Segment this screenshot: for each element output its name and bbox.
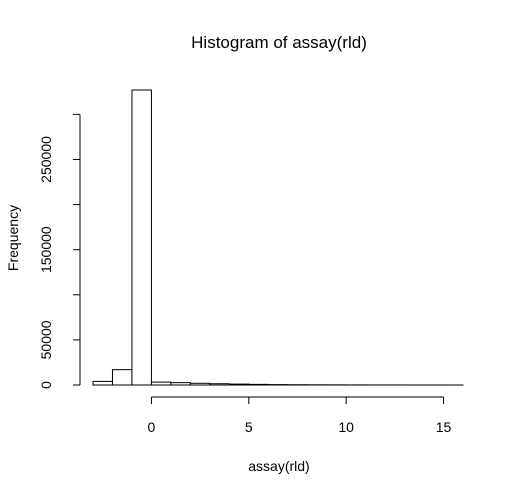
x-tick-label-2: 10 — [338, 419, 354, 435]
histogram-bar-0 — [92, 380, 113, 386]
y-tick-label-1: 50000 — [38, 320, 54, 359]
histogram-bar-1 — [111, 369, 133, 386]
histogram-bar-8 — [248, 383, 269, 386]
y-tick-label-3: 150000 — [38, 226, 54, 273]
histogram-bar-5 — [189, 382, 211, 386]
chart-title: Histogram of assay(rld) — [191, 33, 367, 52]
bars-group — [92, 89, 464, 386]
x-tick-label-0: 0 — [148, 419, 156, 435]
histogram-bar-2 — [131, 89, 152, 386]
y-axis-label: Frequency — [5, 205, 21, 271]
histogram-bar-6 — [209, 383, 230, 386]
x-tick-label-1: 5 — [245, 419, 253, 435]
histogram-bar-3 — [150, 381, 172, 386]
y-tick-label-0: 0 — [38, 381, 54, 389]
x-tick-label-3: 15 — [436, 419, 452, 435]
y-axis: 0 50000 150000 250000 — [38, 113, 81, 389]
histogram-bar-7 — [228, 383, 250, 386]
x-axis-label: assay(rld) — [248, 458, 309, 474]
histogram-bar-4 — [170, 382, 191, 386]
y-tick-label-5: 250000 — [38, 136, 54, 183]
x-axis: 0 5 10 15 — [148, 396, 452, 435]
